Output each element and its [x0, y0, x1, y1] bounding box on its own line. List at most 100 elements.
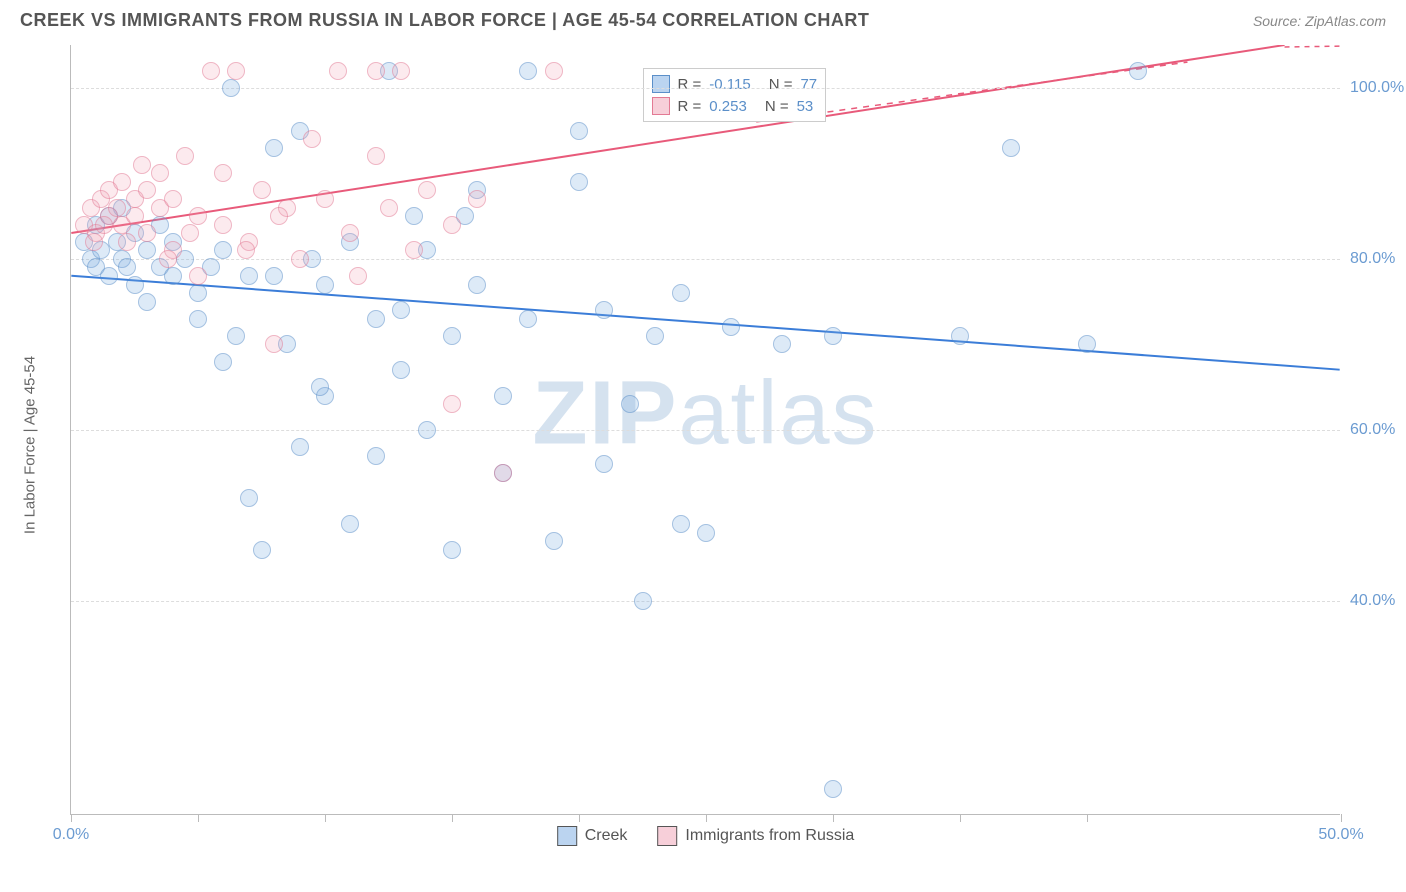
- data-point: [519, 62, 537, 80]
- data-point: [380, 199, 398, 217]
- legend-swatch: [652, 97, 670, 115]
- data-point: [118, 233, 136, 251]
- data-point: [316, 276, 334, 294]
- data-point: [418, 421, 436, 439]
- legend-swatch: [657, 826, 677, 846]
- data-point: [367, 147, 385, 165]
- data-point: [468, 276, 486, 294]
- data-point: [367, 310, 385, 328]
- data-point: [240, 267, 258, 285]
- data-point: [227, 327, 245, 345]
- n-value: 77: [800, 76, 817, 93]
- data-point: [367, 62, 385, 80]
- data-point: [392, 62, 410, 80]
- data-point: [570, 173, 588, 191]
- data-point: [265, 335, 283, 353]
- legend-swatch: [652, 75, 670, 93]
- gridline: [71, 601, 1340, 602]
- data-point: [265, 267, 283, 285]
- data-point: [951, 327, 969, 345]
- data-point: [405, 241, 423, 259]
- data-point: [202, 62, 220, 80]
- data-point: [118, 258, 136, 276]
- data-point: [443, 395, 461, 413]
- x-tick: [1341, 814, 1342, 822]
- legend-item: Creek: [557, 826, 628, 846]
- data-point: [418, 181, 436, 199]
- legend-label: Immigrants from Russia: [685, 827, 854, 845]
- data-point: [824, 327, 842, 345]
- data-point: [100, 267, 118, 285]
- data-point: [405, 207, 423, 225]
- data-point: [697, 524, 715, 542]
- data-point: [138, 241, 156, 259]
- data-point: [189, 310, 207, 328]
- data-point: [443, 541, 461, 559]
- data-point: [443, 327, 461, 345]
- data-point: [291, 250, 309, 268]
- data-point: [722, 318, 740, 336]
- data-point: [545, 62, 563, 80]
- watermark: ZIPatlas: [532, 363, 878, 466]
- x-tick: [960, 814, 961, 822]
- data-point: [392, 361, 410, 379]
- x-tick: [833, 814, 834, 822]
- x-tick-label: 0.0%: [53, 826, 89, 844]
- data-point: [1129, 62, 1147, 80]
- data-point: [519, 310, 537, 328]
- y-tick-label: 60.0%: [1350, 421, 1406, 439]
- data-point: [329, 62, 347, 80]
- data-point: [367, 447, 385, 465]
- data-point: [126, 207, 144, 225]
- data-point: [214, 164, 232, 182]
- y-tick-label: 100.0%: [1350, 79, 1406, 97]
- data-point: [341, 515, 359, 533]
- data-point: [265, 139, 283, 157]
- data-point: [341, 224, 359, 242]
- data-point: [227, 62, 245, 80]
- data-point: [240, 489, 258, 507]
- data-point: [824, 780, 842, 798]
- data-point: [189, 284, 207, 302]
- data-point: [181, 224, 199, 242]
- data-point: [138, 224, 156, 242]
- r-label: R =: [678, 98, 702, 115]
- n-label: N =: [765, 98, 789, 115]
- data-point: [570, 122, 588, 140]
- data-point: [151, 164, 169, 182]
- data-point: [138, 181, 156, 199]
- data-point: [1078, 335, 1096, 353]
- data-point: [595, 301, 613, 319]
- chart-header: CREEK VS IMMIGRANTS FROM RUSSIA IN LABOR…: [0, 0, 1406, 37]
- data-point: [494, 387, 512, 405]
- gridline: [71, 430, 1340, 431]
- data-point: [164, 190, 182, 208]
- series-legend: Creek Immigrants from Russia: [557, 826, 855, 846]
- data-point: [237, 241, 255, 259]
- data-point: [176, 147, 194, 165]
- data-point: [646, 327, 664, 345]
- chart-source: Source: ZipAtlas.com: [1253, 13, 1386, 29]
- legend-stat-row: R =-0.115N =77: [652, 73, 818, 95]
- r-value: 0.253: [709, 98, 747, 115]
- n-label: N =: [769, 76, 793, 93]
- data-point: [303, 130, 321, 148]
- data-point: [189, 207, 207, 225]
- data-point: [311, 378, 329, 396]
- data-point: [95, 216, 113, 234]
- data-point: [443, 216, 461, 234]
- x-tick-label: 50.0%: [1318, 826, 1363, 844]
- data-point: [672, 515, 690, 533]
- data-point: [468, 190, 486, 208]
- legend-item: Immigrants from Russia: [657, 826, 854, 846]
- x-tick: [706, 814, 707, 822]
- gridline: [71, 259, 1340, 260]
- correlation-legend: R =-0.115N =77R =0.253N =53: [643, 68, 827, 122]
- data-point: [545, 532, 563, 550]
- data-point: [1002, 139, 1020, 157]
- r-value: -0.115: [709, 76, 750, 93]
- data-point: [138, 293, 156, 311]
- chart-container: In Labor Force | Age 45-54 ZIPatlas R =-…: [40, 45, 1380, 845]
- data-point: [214, 353, 232, 371]
- data-point: [113, 173, 131, 191]
